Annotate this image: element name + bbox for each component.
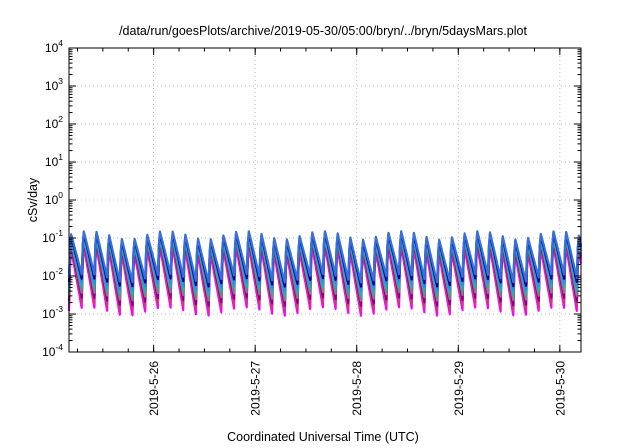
x-tick-label: 2019-5-28 [350,361,364,416]
y-axis-label: cSv/day [26,177,40,222]
x-axis-label: Coordinated Universal Time (UTC) [227,430,419,444]
series-group [67,230,583,317]
chart-title: /data/run/goesPlots/archive/2019-05-30/0… [119,24,527,38]
y-tick-label: 103 [45,76,63,93]
y-tick-label: 100 [45,190,63,207]
y-tick-label: 104 [45,38,63,55]
x-axis-ticks: 2019-5-26 2019-5-27 2019-5-28 2019-5-29 2019… [76,48,567,416]
y-tick-label: 101 [45,152,63,169]
y-tick-label: 10-3 [42,304,63,321]
y-axis-ticks: 10-4 10-3 10-2 10-1 100 101 102 103 104 [42,38,581,359]
y-tick-label: 10-4 [42,342,63,359]
series-line [67,230,583,284]
x-tick-label: 2019-5-27 [249,361,263,416]
y-tick-label: 102 [45,114,63,131]
y-tick-label: 10-1 [42,228,63,245]
x-tick-label: 2019-5-29 [452,361,466,416]
x-tick-label: 2019-5-26 [147,361,161,416]
x-tick-label: 2019-5-30 [553,361,567,416]
y-tick-label: 10-2 [42,266,63,283]
